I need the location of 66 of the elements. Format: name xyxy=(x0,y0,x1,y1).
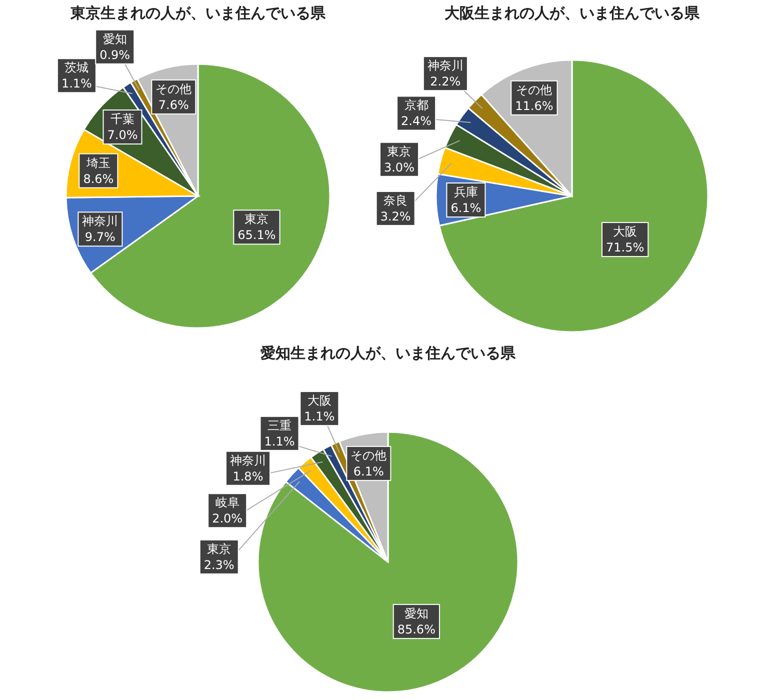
slice-label: 茨城 xyxy=(64,60,89,75)
data-label: 神奈川 9.7% xyxy=(78,212,123,247)
slice-label: 東京 xyxy=(244,212,269,226)
slice-label: 神奈川 xyxy=(82,214,118,228)
data-label: 9.7% xyxy=(84,230,116,244)
data-label: 東京 3.0% xyxy=(380,142,419,177)
data-label: 神奈川 2.2% xyxy=(422,56,468,92)
data-label: 三重 1.1% xyxy=(260,416,300,451)
data-label: 神奈川 1.8% xyxy=(226,450,270,486)
data-label: 大阪 1.1% xyxy=(300,391,340,426)
data-label: 0.9% xyxy=(100,48,130,62)
slice-label: 愛知 xyxy=(404,606,428,620)
data-label: 愛知 85.6% xyxy=(392,604,440,639)
data-label: 3.0% xyxy=(384,160,414,174)
data-label: 1.1% xyxy=(304,410,335,424)
slice-label: 東京 xyxy=(387,144,412,158)
data-label: 岐阜 2.0% xyxy=(208,493,248,528)
data-label: 愛知 0.9% xyxy=(95,29,135,64)
data-label: 6.1% xyxy=(450,201,482,215)
slice-label: その他 xyxy=(156,82,192,96)
slice-label: その他 xyxy=(516,82,552,97)
slice-label: 埼玉 xyxy=(85,156,110,170)
slice-label: 大阪 xyxy=(307,394,332,408)
slice-label: 三重 xyxy=(268,418,292,432)
data-label: 千葉 7.0% xyxy=(102,110,142,144)
data-label: 71.5% xyxy=(606,240,644,255)
data-label: 7.0% xyxy=(107,128,138,142)
slice-label: 奈良 xyxy=(384,193,408,208)
data-label: 茨城 1.1% xyxy=(56,58,96,94)
chart-title: 愛知生まれの人が、いま住んでいる県 xyxy=(260,344,516,362)
data-label: 7.6% xyxy=(158,98,189,112)
data-label: 11.6% xyxy=(515,98,554,113)
data-label: 東京 65.1% xyxy=(233,210,280,245)
data-label: 2.2% xyxy=(430,74,461,89)
data-label: 京都 2.4% xyxy=(396,96,436,131)
data-label: 1.1% xyxy=(61,76,92,91)
data-label: 兵庫 6.1% xyxy=(446,182,486,218)
slice-label: 東京 xyxy=(207,542,232,556)
data-label: その他 7.6% xyxy=(151,79,196,114)
data-label: 1.1% xyxy=(264,434,295,448)
data-label: 65.1% xyxy=(238,228,276,242)
slice-label: 岐阜 xyxy=(215,496,240,510)
data-label: 1.8% xyxy=(232,469,264,484)
slice-label: 神奈川 xyxy=(230,453,266,468)
slice-label: 大阪 xyxy=(613,224,638,239)
data-label: 3.2% xyxy=(380,209,411,224)
slice-label: 愛知 xyxy=(102,32,127,46)
slice-label: 兵庫 xyxy=(454,185,478,199)
slice-label: 神奈川 xyxy=(427,58,464,73)
data-label: 埼玉 8.6% xyxy=(78,153,118,188)
data-label: 85.6% xyxy=(397,622,436,636)
slice-label: 京都 xyxy=(404,98,428,112)
data-label: 2.3% xyxy=(204,558,234,572)
data-label: その他 11.6% xyxy=(510,80,558,116)
data-label: 大阪 71.5% xyxy=(602,222,649,258)
chart-title: 東京生まれの人が、いま住んでいる県 xyxy=(70,4,326,22)
data-label: その他 6.1% xyxy=(346,446,392,481)
slice-label: その他 xyxy=(350,448,387,462)
slice-label: 千葉 xyxy=(110,112,135,126)
data-label: 東京 2.3% xyxy=(199,539,239,574)
data-label: 8.6% xyxy=(83,172,114,186)
data-label: 奈良 3.2% xyxy=(376,190,416,226)
chart-title: 大阪生まれの人が、いま住んでいる県 xyxy=(444,4,700,22)
data-label: 6.1% xyxy=(353,464,384,478)
data-label: 2.4% xyxy=(401,114,432,128)
data-label: 2.0% xyxy=(212,512,243,526)
